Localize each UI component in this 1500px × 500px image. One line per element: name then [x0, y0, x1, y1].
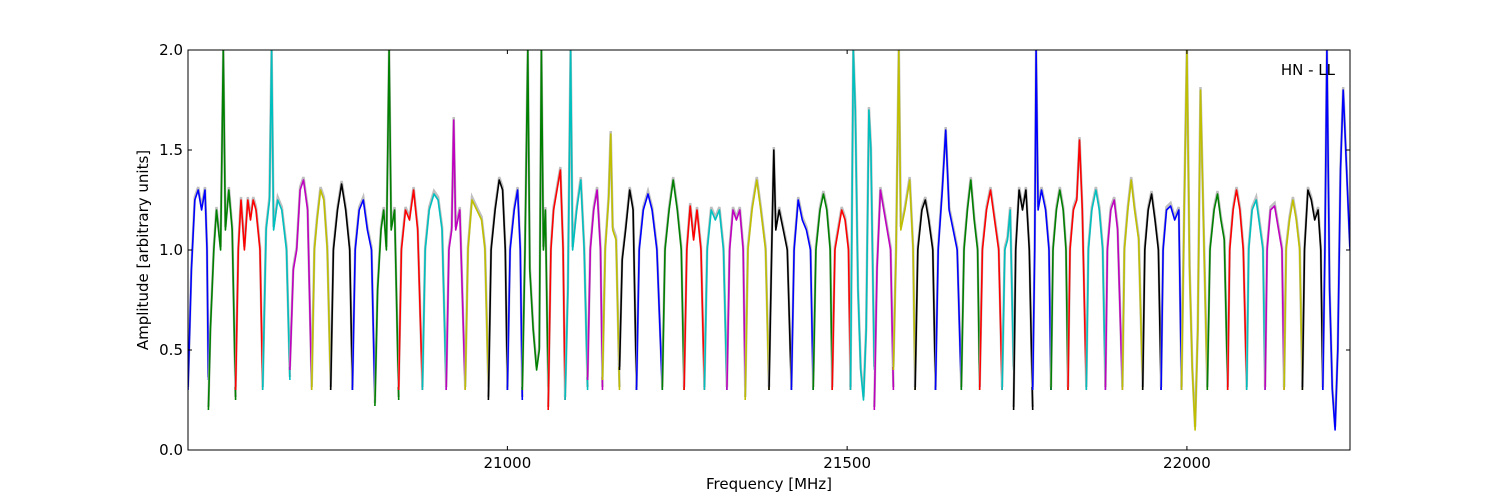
series-line-4 [289, 179, 313, 391]
series-shadow-51 [1245, 192, 1267, 388]
series-shadow-22 [661, 176, 686, 388]
series-line-28 [790, 199, 814, 391]
series-line-8 [374, 50, 400, 407]
y-axis-label: Amplitude [arbitrary units] [134, 150, 152, 350]
series-line-16 [547, 169, 566, 411]
x-axis-label: Frequency [MHz] [706, 475, 832, 493]
series-line-18 [586, 189, 604, 391]
series-line-26 [744, 179, 770, 401]
series-group [188, 50, 1350, 431]
series-line-34 [914, 199, 937, 391]
series-line-25 [726, 209, 746, 391]
series-line-24 [703, 209, 728, 391]
series-line-2 [234, 199, 264, 391]
series-shadow-29 [811, 190, 834, 388]
series-line-7 [351, 199, 376, 401]
series-line-43 [1085, 189, 1107, 391]
series-line-23 [683, 205, 706, 391]
x-tick-label: 22000 [1163, 454, 1211, 472]
series-shadow-10 [421, 188, 448, 388]
series-shadow-7 [351, 192, 377, 398]
series-shadow-41 [1049, 186, 1070, 388]
series-line-0 [188, 189, 210, 391]
series-line-5 [310, 189, 332, 391]
y-tick-label: 1.5 [159, 141, 183, 159]
series-line-22 [661, 179, 685, 391]
series-shadow-31 [849, 50, 876, 398]
series-shadow-26 [743, 176, 771, 398]
series-shadow-6 [329, 180, 354, 388]
series-line-39 [1012, 189, 1034, 411]
series-line-1 [207, 50, 237, 411]
series-line-32 [873, 189, 895, 411]
series-shadow-54 [1301, 186, 1325, 388]
series-line-33 [892, 50, 916, 391]
x-tick-label: 21000 [484, 454, 532, 472]
series-shadow-12 [463, 192, 490, 388]
series-line-10 [421, 193, 447, 391]
series-line-11 [445, 119, 466, 391]
series-line-31 [849, 50, 876, 401]
series-line-49 [1206, 193, 1229, 391]
x-axis: 21000 21500 22000 [484, 50, 1211, 472]
series-shadow-24 [703, 206, 729, 388]
series-line-15 [521, 50, 549, 391]
series-shadow-53 [1282, 196, 1304, 388]
series-line-47 [1160, 205, 1183, 391]
series-line-19 [601, 133, 621, 391]
series-shadow-34 [913, 196, 937, 388]
y-tick-label: 0.5 [159, 341, 183, 359]
series-line-38 [1001, 209, 1015, 391]
series-line-48 [1180, 50, 1209, 431]
x-tick-label: 21500 [823, 454, 871, 472]
series-line-51 [1245, 199, 1266, 391]
series-line-42 [1067, 139, 1088, 391]
series-line-35 [934, 129, 963, 391]
annotation-label: HN - LL [1281, 61, 1336, 79]
y-tick-label: 1.0 [159, 241, 183, 259]
series-line-40 [1031, 50, 1052, 391]
series-line-52 [1264, 205, 1285, 391]
series-line-9 [397, 189, 424, 391]
series-line-29 [812, 193, 833, 391]
series-line-54 [1301, 189, 1324, 391]
series-line-13 [487, 179, 509, 401]
series-line-21 [635, 193, 664, 391]
series-line-50 [1226, 189, 1248, 391]
series-line-14 [506, 189, 524, 401]
series-line-20 [618, 189, 638, 391]
series-line-30 [831, 209, 852, 391]
y-tick-label: 0.0 [159, 441, 183, 459]
series-line-27 [768, 149, 793, 391]
series-shadow-13 [487, 176, 509, 398]
series-shadow-46 [1141, 190, 1163, 388]
series-line-53 [1283, 199, 1304, 391]
y-tick-label: 2.0 [159, 41, 183, 59]
series-line-3 [261, 50, 291, 391]
series-line-44 [1104, 199, 1124, 391]
series-shadow-37 [978, 186, 1004, 388]
series-shadow-28 [790, 196, 815, 388]
series-line-55 [1322, 50, 1350, 431]
series-shadow-43 [1085, 186, 1107, 388]
series-line-17 [564, 50, 589, 401]
series-line-6 [329, 183, 354, 391]
series-line-36 [960, 179, 981, 391]
series-line-46 [1141, 193, 1162, 391]
series-shadow-30 [830, 206, 852, 388]
series-line-37 [978, 189, 1003, 391]
series-line-41 [1050, 189, 1069, 391]
series-line-12 [464, 199, 490, 391]
y-axis: 0.0 0.5 1.0 1.5 2.0 [159, 41, 1350, 459]
series-line-45 [1121, 179, 1144, 391]
